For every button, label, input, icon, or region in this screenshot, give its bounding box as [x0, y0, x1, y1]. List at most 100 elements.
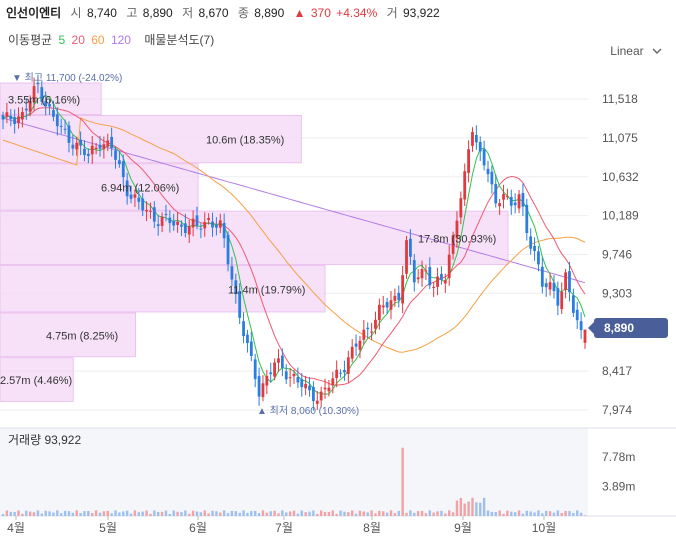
candle-body — [474, 134, 478, 143]
volume-bar — [397, 510, 400, 516]
price-tick-label: 10,189 — [602, 209, 639, 223]
candle-body — [207, 218, 211, 220]
candle-body — [533, 245, 536, 252]
candle-body — [234, 280, 238, 295]
ma-label[interactable]: 이동평균 — [8, 33, 53, 47]
candle-body — [226, 234, 230, 265]
volume-bar — [335, 513, 338, 516]
volume-bar — [292, 510, 296, 516]
candle-body — [319, 391, 323, 401]
volume-bar — [448, 510, 451, 516]
volume-bar — [195, 511, 199, 516]
volume-bar — [219, 512, 222, 516]
candle-body — [540, 266, 544, 287]
volume-bar — [215, 511, 218, 516]
candle-body — [335, 369, 339, 378]
candle-body — [552, 282, 556, 292]
volume-bar — [416, 511, 420, 516]
ma120-toggle[interactable]: 120 — [110, 33, 131, 47]
volume-bar — [129, 513, 133, 516]
candle-body — [412, 260, 416, 283]
volume-profile-toggle[interactable]: 매물분석도(7) — [144, 33, 215, 47]
candle-body — [106, 140, 110, 147]
chart-header: 인선이엔티 시 8,740 고 8,890 저 8,670 종 8,890 ▲ … — [0, 0, 676, 60]
candle-body — [506, 195, 509, 197]
candle-body — [55, 114, 59, 127]
volume-bar — [207, 513, 210, 516]
volume-bar — [1, 514, 5, 516]
volume-bar — [211, 510, 214, 516]
volume-bar — [362, 511, 366, 516]
candle-body — [114, 150, 117, 160]
scale-select[interactable]: Linear — [610, 44, 662, 58]
candle-body — [284, 371, 288, 380]
ma60-line — [2, 117, 586, 353]
candle-body — [420, 269, 424, 279]
candle-body — [94, 147, 98, 150]
candle-body — [83, 148, 86, 155]
volume-bar — [114, 510, 117, 516]
volume-bar — [432, 512, 435, 516]
volume-bar — [560, 513, 563, 516]
candle-body — [490, 171, 494, 185]
candle-body — [21, 111, 24, 120]
open-label: 시 — [70, 6, 82, 20]
candle-body — [118, 160, 121, 165]
candle-body — [67, 125, 71, 143]
candle-body — [133, 194, 137, 198]
volume-bar — [238, 512, 241, 516]
candle-body — [521, 193, 525, 207]
candle-body — [79, 139, 82, 146]
ma5-toggle[interactable]: 5 — [58, 33, 66, 47]
candle-body — [215, 224, 218, 228]
volume-bar — [230, 510, 234, 516]
volume-bar — [141, 511, 144, 516]
volume-bar — [67, 511, 71, 516]
volume-bar — [490, 511, 494, 516]
volume-bar — [176, 511, 179, 516]
volume-bar — [451, 512, 455, 516]
x-tick-label: 9월 — [454, 521, 472, 535]
volume-bar — [327, 511, 331, 516]
candle-body — [156, 224, 160, 227]
volume-bar — [242, 510, 245, 516]
volume-bar — [157, 511, 160, 516]
candle-body — [145, 209, 148, 212]
candle-body — [222, 222, 226, 239]
volume-bar — [222, 510, 226, 516]
quote-summary: 인선이엔티 시 8,740 고 8,890 저 8,670 종 8,890 ▲ … — [6, 4, 446, 21]
candle-body — [203, 221, 207, 229]
price-tick-label: 11,075 — [602, 131, 638, 145]
volume-bar — [319, 510, 323, 516]
change-value: 370 — [310, 6, 331, 20]
candle-body — [564, 272, 567, 291]
candle-body — [129, 194, 133, 199]
volume-bar — [261, 510, 265, 516]
volume-bar — [285, 512, 288, 516]
volume-bar — [75, 510, 78, 516]
high-value: 8,890 — [142, 6, 173, 20]
volume-profile-bar — [0, 312, 136, 358]
candle-body — [71, 144, 75, 149]
x-tick-label: 8월 — [363, 521, 381, 535]
candle-body — [401, 275, 405, 304]
volume-bar — [180, 512, 183, 516]
ma20-toggle[interactable]: 20 — [71, 33, 85, 47]
volume-bar — [537, 510, 540, 516]
volume-bar — [94, 510, 98, 516]
candle-body — [571, 295, 575, 313]
volume-profile-label: 4.75m (8.25%) — [46, 330, 118, 342]
candle-body — [471, 131, 474, 146]
volume-bar — [436, 511, 439, 516]
volume-bar — [444, 513, 447, 516]
candle-body — [218, 220, 222, 228]
volume-bar — [83, 511, 86, 516]
candle-body — [32, 86, 36, 103]
volume-tick-label: 7.78m — [602, 450, 635, 464]
candle-body — [579, 321, 583, 331]
volume-bar — [459, 497, 463, 516]
candle-body — [568, 271, 571, 293]
ma60-toggle[interactable]: 60 — [91, 33, 105, 47]
volume-bar — [374, 513, 377, 516]
